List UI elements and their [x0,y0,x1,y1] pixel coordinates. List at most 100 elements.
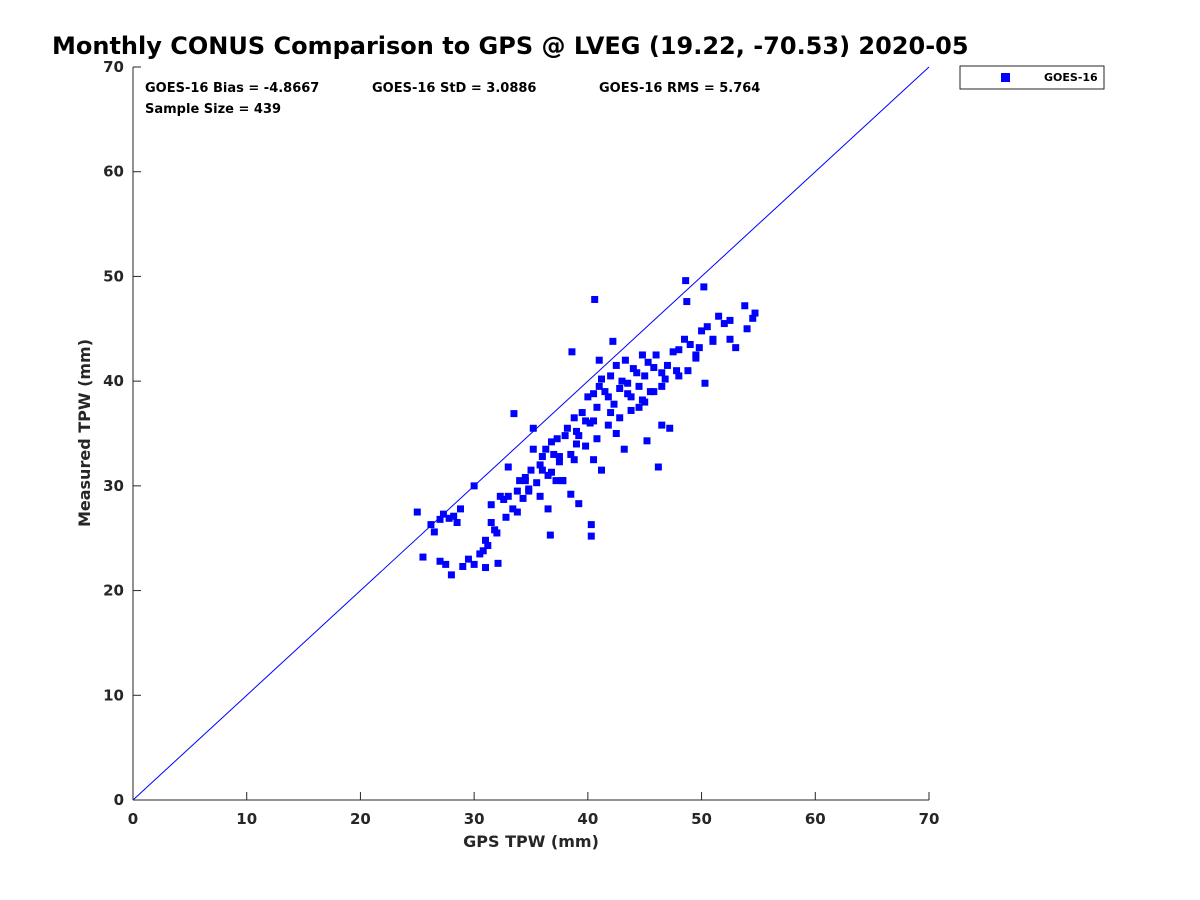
data-point [593,435,601,443]
data-point [544,505,552,513]
data-point [652,351,660,359]
data-point [419,553,427,561]
data-point [686,340,694,348]
data-point [624,390,632,398]
data-point [633,369,641,377]
data-point [590,390,598,398]
data-point [575,500,583,508]
data-point [616,384,624,392]
data-point [612,430,620,437]
data-point [500,495,508,503]
data-point [700,283,708,291]
data-point [609,337,617,345]
axes [132,67,929,801]
data-point [567,450,575,458]
data-point [538,453,546,461]
data-point [450,512,458,520]
data-point [629,365,637,373]
data-point [482,564,490,572]
data-point [504,463,512,471]
data-point [572,427,580,435]
data-point [726,335,734,343]
data-point [494,559,502,567]
data-point [513,508,521,516]
x-axis-ticks: 0 10 20 30 40 50 60 70 [128,792,939,828]
data-point [684,367,692,375]
data-points [413,277,759,579]
data-point [703,323,711,331]
data-point [536,461,544,469]
data-point [601,388,609,396]
data-point [666,424,674,432]
data-point [618,377,626,385]
data-point [529,424,537,432]
data-point [658,369,666,377]
data-point [627,406,635,414]
data-point [590,456,598,464]
data-point [582,442,590,450]
data-point [513,487,521,495]
data-point [720,320,728,328]
y-tick-label: 30 [103,477,124,495]
data-point [590,417,598,425]
y-tick-label: 70 [103,58,124,76]
data-point [598,466,606,474]
data-point [487,519,495,527]
sample-size-stat: Sample Size = 439 [145,102,281,117]
data-point [621,356,629,364]
x-tick-label: 20 [350,810,371,828]
data-point [542,445,550,453]
data-point [527,466,535,474]
data-point [533,479,541,487]
data-point [479,547,487,555]
data-point [453,519,461,527]
x-tick-label: 50 [691,810,712,828]
y-tick-label: 10 [103,686,124,704]
data-point [641,372,649,380]
data-point [658,382,666,390]
data-point [567,490,575,498]
data-point [584,393,592,401]
x-tick-label: 60 [805,810,826,828]
data-point [587,532,595,540]
data-point [658,421,666,429]
data-point [681,335,689,343]
data-point [663,361,671,369]
data-point [536,492,544,500]
data-point [582,417,590,425]
data-point [482,536,490,544]
data-point [638,396,646,404]
rms-stat: GOES-16 RMS = 5.764 [599,81,760,96]
data-point [547,438,555,446]
x-tick-label: 10 [236,810,257,828]
data-point [682,277,690,285]
data-point [504,492,512,500]
data-point [519,494,527,502]
y-axis-ticks: 0 10 20 30 40 50 60 70 [103,58,141,809]
data-point [698,327,706,335]
y-tick-label: 50 [103,267,124,285]
y-tick-label: 20 [103,582,124,600]
data-point [550,450,558,458]
data-point [464,555,472,563]
data-point [553,435,561,443]
data-point [587,521,595,529]
data-point [430,528,438,536]
data-point [635,382,643,390]
data-point [607,372,615,380]
data-point [509,505,517,513]
data-point [561,432,569,440]
data-point [732,344,740,352]
legend-box [959,65,1105,90]
data-point [555,458,563,466]
data-point [692,351,700,359]
data-point [563,424,571,432]
data-point [598,375,606,383]
data-point [593,403,601,411]
data-point [572,440,580,448]
data-point [470,560,478,568]
data-point [715,312,723,320]
data-point [673,367,681,375]
data-point [743,325,751,333]
data-point [436,557,444,565]
